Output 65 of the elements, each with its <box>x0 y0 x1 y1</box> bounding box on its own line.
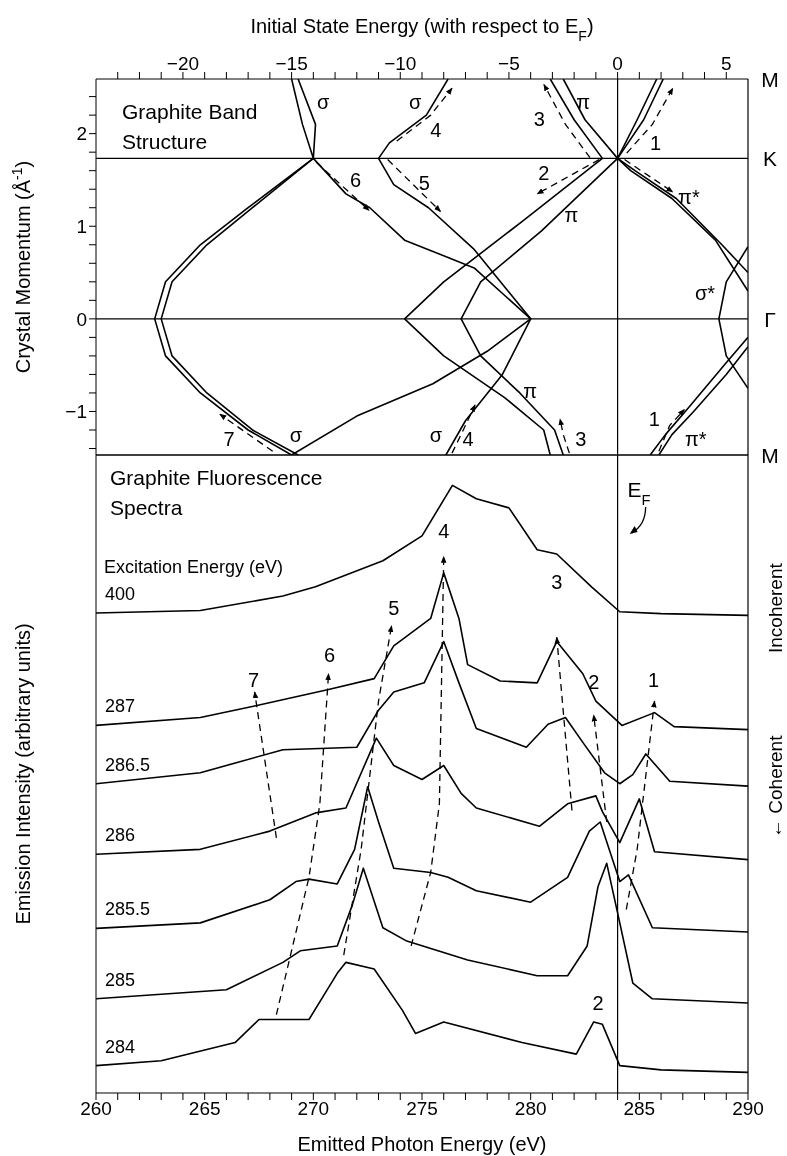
ref-line-label: Γ <box>764 307 776 331</box>
series-label: 286.5 <box>105 754 151 775</box>
annotation: 5 <box>388 597 400 620</box>
annotation: 2 <box>588 670 600 693</box>
annotation: 4 <box>438 519 450 542</box>
annotation: π <box>564 204 579 227</box>
x-tick-label: 280 <box>514 1098 547 1120</box>
text: Incoherent <box>765 562 786 654</box>
annotation: Graphite Fluorescence Spectra <box>110 466 323 519</box>
annotation: Excitation Energy (eV) <box>104 557 284 577</box>
y-tick-label: −1 <box>65 401 87 423</box>
x-tick-label: 5 <box>720 53 732 74</box>
text: M <box>761 67 779 91</box>
annotation: σ <box>289 423 303 446</box>
annotation: σ* <box>694 281 716 304</box>
annotation: σ <box>316 91 330 114</box>
x-tick-label: −10 <box>384 53 417 74</box>
x-axis-title: Initial State Energy (with respect to E$_{F}$) <box>250 15 594 44</box>
x-tick-label: −15 <box>275 53 308 74</box>
annotation: 1 <box>648 669 660 692</box>
series-label: 400 <box>105 583 136 604</box>
series-label: 286 <box>105 825 136 846</box>
annotation: σ <box>409 91 423 114</box>
y-axis-title: Emission Intensity (arbitrary units) <box>12 623 34 925</box>
y-tick-label: 2 <box>76 123 87 145</box>
ref-line-label: E$_{F}$ <box>627 478 651 508</box>
text: M <box>761 443 779 467</box>
x-tick-label: −5 <box>498 53 520 74</box>
x-axis-title: Emitted Photon Energy (eV) <box>297 1133 547 1155</box>
annotation: π <box>523 380 538 403</box>
annotation: 3 <box>575 428 587 451</box>
series-label: 287 <box>105 696 136 717</box>
x-tick-label: 0 <box>612 53 623 74</box>
x-tick-label: 285 <box>623 1098 656 1120</box>
annotation: 6 <box>349 168 362 191</box>
annotation: σ <box>429 423 443 446</box>
annotation: 1 <box>650 131 662 154</box>
annotation: 6 <box>324 643 336 666</box>
annotation: 3 <box>533 107 545 130</box>
x-tick-label: 275 <box>406 1098 438 1120</box>
series-label: 284 <box>105 1036 136 1057</box>
series-label: 285 <box>105 969 136 990</box>
annotation: 4 <box>430 118 442 141</box>
annotation: π <box>576 91 590 114</box>
annotation: 4 <box>462 428 474 451</box>
annotation: π* <box>685 428 707 451</box>
annotation: 2 <box>538 162 550 185</box>
series-label: 285.5 <box>105 899 151 920</box>
annotation: 1 <box>648 407 660 430</box>
y-tick-label: 1 <box>76 216 87 237</box>
annotation: 2 <box>592 992 604 1015</box>
annotation: 3 <box>551 570 563 593</box>
annotation: 7 <box>223 428 235 451</box>
x-tick-label: 260 <box>80 1098 112 1120</box>
x-tick-label: 265 <box>188 1098 221 1120</box>
ref-line-label: K <box>762 146 778 170</box>
x-tick-label: −20 <box>166 53 200 74</box>
annotation: π* <box>678 185 700 208</box>
annotation: Graphite Band Structure <box>122 100 258 153</box>
x-tick-label: 290 <box>732 1098 764 1120</box>
x-tick-label: 270 <box>297 1098 330 1120</box>
text: ← Coherent <box>765 734 786 838</box>
annotation: 7 <box>248 669 260 692</box>
y-tick-label: 0 <box>76 308 87 330</box>
annotation: 5 <box>418 171 430 194</box>
